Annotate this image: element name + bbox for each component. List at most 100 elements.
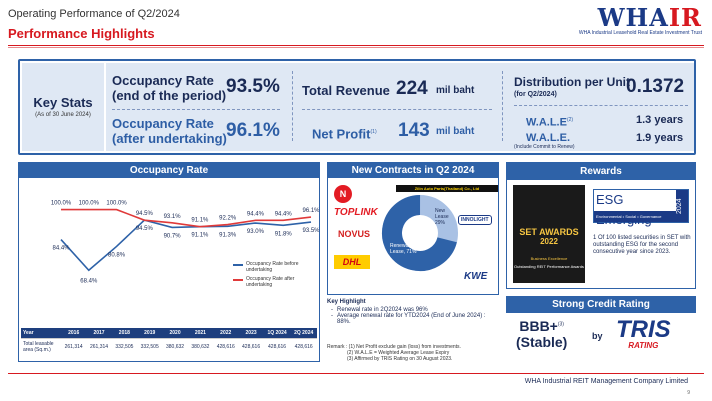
set-awards-text: SET AWARDS — [519, 227, 579, 237]
set-awards-subcaption: Outstanding REIT Performance Awards — [514, 264, 584, 269]
occupancy-panel-title: Occupancy Rate — [19, 163, 319, 178]
occupancy-after-value: 96.1% — [226, 120, 280, 141]
data-label: 94.4% — [247, 211, 265, 217]
occupancy-after-label: Occupancy Rate (after undertaking) — [112, 116, 227, 146]
rating-outlook: (Stable) — [516, 334, 568, 350]
section-title: Performance Highlights — [8, 26, 155, 41]
tenant-logo-icon: N — [334, 185, 352, 203]
by-text: by — [592, 331, 603, 341]
series-line-before — [60, 219, 312, 272]
logo-subtitle: WHA Industrial Leasehold Real Estate Inv… — [578, 30, 702, 36]
distribution-value: 0.1372 — [626, 76, 685, 97]
wale-value: 1.3 years — [636, 114, 684, 126]
table-year-cell: 2016 — [61, 328, 87, 339]
tris-logo: TRIS RATING — [616, 318, 671, 350]
header-divider — [8, 45, 704, 46]
highlight-text: Average renewal rate for YTD2024 (End of… — [337, 313, 486, 325]
data-label: 100.0% — [79, 201, 100, 207]
distribution-divider — [514, 105, 688, 106]
table-year-cell: 1Q 2024 — [263, 328, 291, 339]
data-label: 94.4% — [275, 211, 293, 217]
set-awards-badge: SET AWARDS 2022 Business Excellence Outs… — [513, 185, 585, 283]
legend-item-after: Occupancy Rate after undertaking — [233, 276, 315, 288]
data-label: 96.1% — [302, 208, 319, 214]
occupancy-end-value: 93.5% — [226, 76, 280, 97]
data-label: 100.0% — [106, 201, 127, 207]
wale-label-text: W.A.L.E — [526, 116, 567, 129]
table-year-label: Year — [21, 328, 61, 339]
total-revenue-label: Total Revenue — [302, 83, 390, 98]
list-item: - Renewal rate in 2Q2024 was 96% — [331, 307, 428, 313]
distribution-label: Distribution per Unit — [514, 75, 630, 89]
occupancy-end-label-line1: Occupancy Rate — [112, 73, 214, 88]
new-lease-label: New Lease 29% — [435, 208, 449, 226]
data-label: 92.2% — [219, 216, 237, 222]
whair-logo: WHAIR WHA Industrial Leasehold Real Esta… — [578, 3, 702, 37]
revenue-divider — [302, 109, 492, 110]
table-year-cell: 2Q 2024 — [290, 328, 317, 339]
list-item: - Average renewal rate for YTD2024 (End o… — [327, 313, 499, 325]
dhl-logo: DHL — [334, 255, 370, 269]
innolight-logo: INNOLIGHT — [458, 215, 492, 225]
data-label: 91.1% — [191, 233, 209, 239]
rewards-panel-title: Rewards — [507, 163, 695, 180]
footer-divider — [8, 373, 704, 374]
table-year-cell: 2021 — [187, 328, 214, 339]
data-label: 84.4% — [52, 246, 70, 252]
contracts-panel: New Contracts in Q2 2024 Zilin Auto Part… — [327, 162, 499, 295]
credit-rating: BBB+(3) (Stable) — [516, 318, 567, 350]
net-profit-footnote: (1) — [370, 129, 377, 135]
data-label: 94.5% — [136, 211, 154, 217]
set-awards-year: 2022 — [540, 237, 558, 246]
highlight-text: Renewal rate in 2Q2024 was 96% — [337, 307, 428, 313]
wale2-value: 1.9 years — [636, 132, 684, 144]
rating-footnote: (3) — [557, 321, 564, 328]
esg-description: 1 Of 100 listed securities in SET with o… — [593, 235, 691, 255]
net-profit-label-text: Net Profit — [312, 126, 371, 142]
remarks: Remark : (1) Net Profit exclude gain (lo… — [327, 344, 502, 362]
occupancy-panel: Occupancy Rate 84.4% 68.4% 80.8% 94.5% 90.7%… — [18, 162, 320, 362]
key-stats-subtitle: (As of 30 June 2024) — [35, 112, 91, 118]
data-label: 91.1% — [191, 218, 209, 224]
data-label: 80.8% — [108, 252, 126, 258]
toplink-logo: TOPLINK — [334, 207, 378, 218]
novus-logo: NOVUS — [338, 229, 371, 239]
table-year-cell: 2020 — [162, 328, 188, 339]
wale2-note: (Include Commit to Renew) — [514, 144, 575, 150]
occupancy-after-label-line1: Occupancy Rate — [112, 116, 214, 131]
table-area-cell: 428,616 — [290, 338, 317, 355]
data-label: 68.4% — [80, 278, 98, 284]
wale-footnote: (2) — [566, 117, 574, 123]
data-label: 90.7% — [164, 233, 182, 239]
table-year-cell: 2023 — [238, 328, 264, 339]
slide-title: Operating Performance of Q2/2024 — [8, 8, 180, 20]
data-label: 93.1% — [164, 214, 182, 220]
remark-line: (3) Affirmed by TRIS Rating on 30 August… — [347, 356, 453, 362]
wale2-label: W.A.L.E. — [526, 132, 570, 144]
esg-subtitle: Environmental • Social • Governance — [594, 211, 676, 222]
table-year-cell: 2017 — [86, 328, 112, 339]
table-area-cell: 380,632 — [187, 338, 214, 355]
table-area-cell: 332,505 — [137, 338, 163, 355]
key-stats-metrics: Occupancy Rate (end of the period) 93.5%… — [106, 63, 694, 151]
legend-swatch-before — [233, 264, 243, 266]
renewal-label: Renewal Lease, 71% — [390, 243, 417, 255]
key-highlight: Key Highlight - Renewal rate in 2Q2024 wa… — [327, 299, 499, 343]
remark-line: (2) W.A.L.E = Weighted Average Lease Exp… — [347, 350, 450, 356]
contracts-donut — [382, 195, 458, 271]
data-label: 100.0% — [51, 201, 72, 207]
donut-slice-renewal — [382, 195, 458, 271]
rating-value: BBB+ — [519, 318, 558, 334]
key-stats-label-box: Key Stats (As of 30 June 2024) — [22, 63, 104, 151]
esg-title: ESG Emerging — [596, 192, 652, 227]
stats-divider-2 — [502, 71, 503, 141]
key-highlight-title: Key Highlight — [327, 299, 366, 305]
table-year-cell: 2022 — [213, 328, 239, 339]
table-area-cell: 332,505 — [111, 338, 138, 355]
table-area-cell: 380,632 — [162, 338, 188, 355]
set-awards-caption: Business Excellence — [530, 256, 568, 261]
header-divider-secondary — [8, 47, 704, 48]
leasable-area-table: Year 2016 2017 2018 2019 2020 2021 2022 2023 1Q … — [21, 328, 317, 355]
table-area-cell: 261,314 — [86, 338, 112, 355]
tenant-label: Zilin Auto Parts(Thailand) Co., Ltd — [396, 185, 498, 192]
